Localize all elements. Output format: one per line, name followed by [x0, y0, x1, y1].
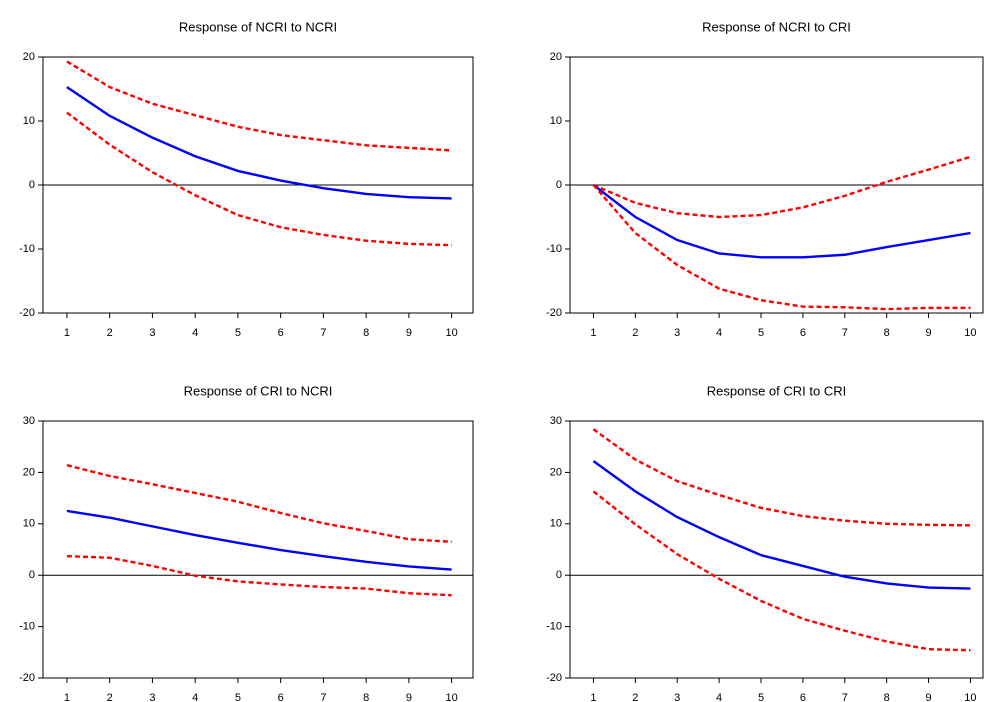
x-tick-label: 3 [149, 327, 155, 339]
x-tick-label: 8 [884, 327, 890, 339]
chart-title: Response of CRI to CRI [707, 383, 846, 398]
series-line [592, 155, 971, 219]
x-tick-label: 10 [964, 692, 976, 702]
y-tick-label: -20 [546, 307, 562, 319]
y-tick-label: 0 [29, 569, 35, 581]
series-line [592, 184, 971, 259]
series-line [66, 509, 452, 571]
series-line [66, 60, 452, 152]
x-tick-label: 1 [590, 692, 596, 702]
y-tick-label: 20 [23, 51, 35, 63]
y-tick-label: -10 [546, 621, 562, 633]
x-tick-label: 3 [149, 692, 155, 702]
x-tick-label: 7 [320, 692, 326, 702]
chart-title: Response of NCRI to NCRI [179, 19, 337, 34]
x-tick-label: 9 [406, 327, 412, 339]
y-tick-label: 0 [29, 179, 35, 191]
series-line [66, 111, 452, 247]
y-tick-label: 10 [23, 115, 35, 127]
x-tick-label: 5 [235, 692, 241, 702]
x-tick-label: 4 [716, 692, 722, 702]
y-tick-label: 10 [23, 518, 35, 530]
x-tick-label: 8 [363, 327, 369, 339]
series-line [66, 86, 452, 200]
x-tick-label: 5 [235, 327, 241, 339]
x-tick-label: 4 [192, 327, 198, 339]
series-line [592, 460, 971, 590]
x-tick-label: 6 [800, 692, 806, 702]
y-tick-label: 0 [556, 569, 562, 581]
y-tick-label: -20 [546, 672, 562, 684]
x-tick-label: 8 [363, 692, 369, 702]
x-tick-label: 9 [925, 692, 931, 702]
x-tick-label: 10 [446, 327, 458, 339]
x-tick-label: 2 [107, 692, 113, 702]
y-tick-label: 20 [550, 51, 562, 63]
y-tick-label: 30 [23, 415, 35, 427]
y-tick-label: -10 [19, 243, 35, 255]
x-tick-label: 7 [320, 327, 326, 339]
series-line [592, 428, 971, 527]
x-tick-label: 1 [64, 692, 70, 702]
x-tick-label: 6 [278, 327, 284, 339]
series-line [592, 184, 971, 311]
y-tick-label: -20 [19, 307, 35, 319]
x-tick-label: 3 [674, 327, 680, 339]
x-tick-label: 10 [964, 327, 976, 339]
x-tick-label: 7 [842, 327, 848, 339]
x-tick-label: 5 [758, 692, 764, 702]
x-tick-label: 4 [716, 327, 722, 339]
series-line [66, 464, 452, 543]
chart-title: Response of CRI to NCRI [184, 383, 333, 398]
series-line [66, 554, 452, 597]
x-tick-label: 1 [64, 327, 70, 339]
x-tick-label: 2 [632, 692, 638, 702]
x-tick-label: 1 [590, 327, 596, 339]
x-tick-label: 2 [107, 327, 113, 339]
y-tick-label: 10 [550, 115, 562, 127]
y-tick-label: -10 [546, 243, 562, 255]
chart-title: Response of NCRI to CRI [702, 19, 851, 34]
x-tick-label: 9 [925, 327, 931, 339]
y-tick-label: -20 [19, 672, 35, 684]
series-line [592, 490, 971, 652]
x-tick-label: 6 [278, 692, 284, 702]
x-tick-label: 7 [842, 692, 848, 702]
y-tick-label: 10 [550, 518, 562, 530]
y-tick-label: 30 [550, 415, 562, 427]
x-tick-label: 9 [406, 692, 412, 702]
x-tick-label: 5 [758, 327, 764, 339]
x-tick-label: 4 [192, 692, 198, 702]
y-tick-label: 20 [550, 466, 562, 478]
plot-frame [569, 420, 984, 679]
plot-frame [42, 420, 474, 679]
x-tick-label: 2 [632, 327, 638, 339]
x-tick-label: 8 [884, 692, 890, 702]
x-tick-label: 3 [674, 692, 680, 702]
y-tick-label: 20 [23, 466, 35, 478]
x-tick-label: 6 [800, 327, 806, 339]
y-tick-label: -10 [19, 621, 35, 633]
x-tick-label: 10 [446, 692, 458, 702]
y-tick-label: 0 [556, 179, 562, 191]
